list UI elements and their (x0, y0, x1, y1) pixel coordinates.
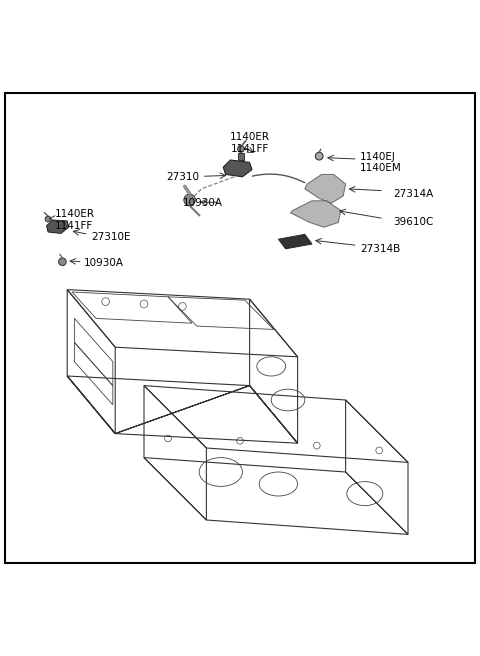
Polygon shape (278, 234, 312, 249)
Text: 27314A: 27314A (394, 189, 434, 199)
Circle shape (184, 194, 195, 205)
Circle shape (45, 216, 51, 222)
Circle shape (315, 152, 323, 160)
Text: 1140ER
1141FF: 1140ER 1141FF (229, 133, 270, 154)
Polygon shape (290, 201, 341, 227)
Polygon shape (238, 153, 244, 160)
Polygon shape (305, 174, 346, 203)
Text: 10930A: 10930A (84, 258, 124, 268)
Circle shape (238, 146, 244, 152)
Text: 27314B: 27314B (360, 244, 400, 254)
Circle shape (59, 258, 66, 266)
Polygon shape (223, 160, 252, 177)
Text: 39610C: 39610C (394, 217, 434, 228)
Text: 1140ER
1141FF: 1140ER 1141FF (55, 209, 95, 231)
Polygon shape (47, 220, 69, 234)
Text: 10930A: 10930A (182, 198, 222, 208)
Text: 1140EJ
1140EM: 1140EJ 1140EM (360, 152, 402, 173)
Text: 27310E: 27310E (91, 232, 131, 242)
Text: 27310: 27310 (166, 172, 199, 182)
